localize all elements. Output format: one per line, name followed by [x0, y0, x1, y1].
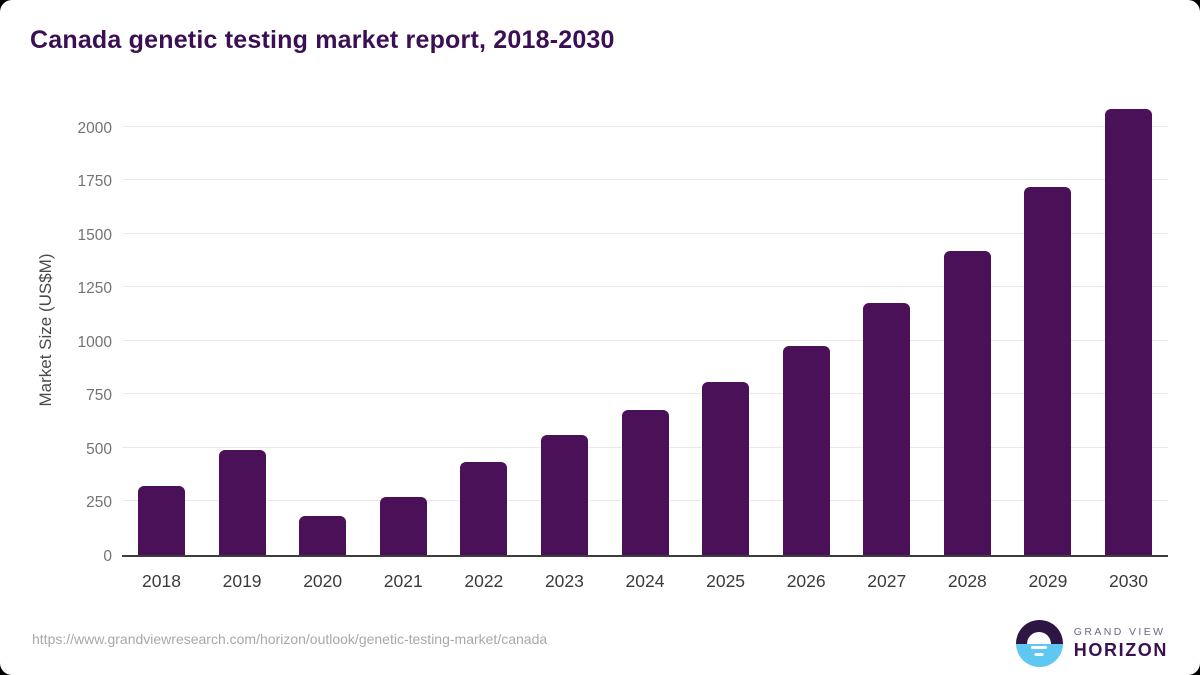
plot-area [122, 102, 1168, 557]
bar-2025 [702, 381, 750, 555]
bar-2021 [379, 497, 427, 555]
x-tick-label-2026: 2026 [786, 571, 826, 591]
gridline-1500 [122, 232, 1168, 234]
bar-2024 [621, 410, 669, 555]
brand-name-bottom: HORIZON [1073, 639, 1168, 660]
x-tick-label-2025: 2025 [706, 571, 746, 591]
bar-2030 [1105, 108, 1152, 555]
y-tick-label-750: 750 [86, 387, 112, 405]
bar-2029 [1024, 186, 1072, 555]
source-url: https://www.grandviewresearch.com/horizo… [32, 631, 548, 647]
y-tick-label-1750: 1750 [77, 173, 112, 191]
logo-reflection-line-2 [1034, 652, 1044, 656]
x-tick-label-2018: 2018 [142, 571, 181, 591]
bar-2028 [943, 250, 991, 555]
bar-2026 [782, 346, 830, 555]
y-tick-label-1250: 1250 [77, 280, 112, 298]
gridline-1750 [122, 179, 1168, 181]
bar-2023 [540, 435, 588, 555]
y-tick-label-2000: 2000 [77, 119, 112, 137]
bar-2020 [299, 516, 347, 555]
x-tick-label-2020: 2020 [303, 571, 343, 591]
y-tick-label-250: 250 [86, 494, 112, 512]
gridline-1250 [122, 286, 1168, 288]
x-tick-label-2030: 2030 [1109, 571, 1148, 591]
x-tick-label-2024: 2024 [625, 571, 665, 591]
x-tick-label-2022: 2022 [464, 571, 504, 591]
y-tick-label-0: 0 [103, 548, 112, 565]
gridline-2000 [122, 125, 1168, 127]
gridline-750 [122, 393, 1168, 395]
chart-title: Canada genetic testing market report, 20… [30, 26, 615, 54]
bar-2019 [218, 450, 266, 555]
y-tick-label-1000: 1000 [77, 333, 112, 351]
bar-2027 [863, 303, 911, 555]
y-tick-label-1500: 1500 [77, 226, 112, 244]
y-axis-title: Market Size (US$M) [36, 253, 55, 407]
y-tick-label-500: 500 [86, 440, 112, 458]
gridline-1000 [122, 339, 1168, 341]
logo-sun-shape [1027, 631, 1052, 644]
brand-name-top: GRAND VIEW [1073, 625, 1166, 638]
logo-reflection-line-1 [1031, 646, 1048, 650]
x-tick-label-2028: 2028 [947, 571, 987, 591]
x-tick-label-2029: 2029 [1028, 571, 1068, 591]
brand-name: GRAND VIEW HORIZON [1074, 626, 1168, 662]
x-tick-label-2027: 2027 [867, 571, 907, 591]
x-tick-label-2019: 2019 [222, 571, 262, 591]
x-tick-label-2021: 2021 [383, 571, 423, 591]
bar-2022 [460, 461, 508, 555]
x-tick-label-2023: 2023 [544, 571, 584, 591]
brand-logo: GRAND VIEW HORIZON [1015, 620, 1168, 667]
bar-2018 [138, 486, 185, 555]
horizon-sun-icon [1015, 620, 1063, 667]
